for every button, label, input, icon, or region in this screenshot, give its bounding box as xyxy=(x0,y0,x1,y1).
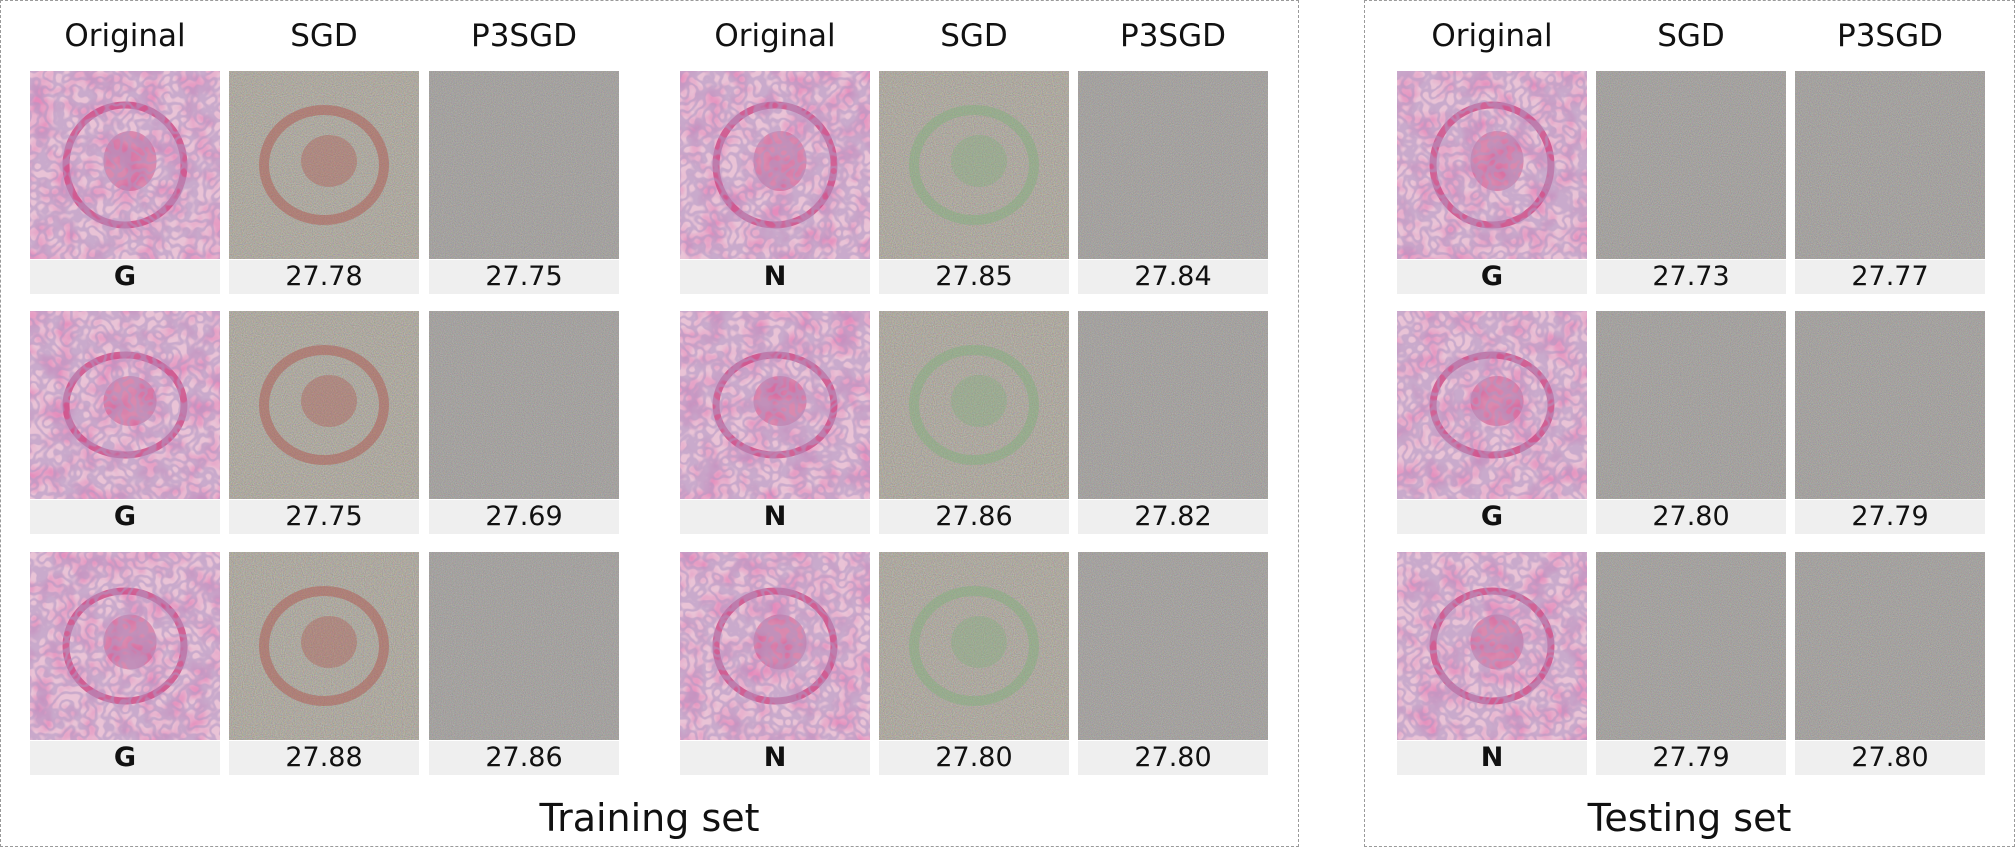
p3sgd-reconstruction-g2r2 xyxy=(1078,311,1268,499)
p3sgd-score: 27.86 xyxy=(429,741,619,775)
sgd-reconstruction-g2r2 xyxy=(879,311,1069,499)
class-label: G xyxy=(30,500,220,534)
sgd-score: 27.88 xyxy=(229,741,419,775)
p3sgd-score: 27.82 xyxy=(1078,500,1268,534)
sgd-reconstruction-g1r2 xyxy=(229,311,419,499)
p3sgd-reconstruction-g3r2 xyxy=(1795,311,1985,499)
original-image-g2r2 xyxy=(680,311,870,499)
sgd-reconstruction-g2r3 xyxy=(879,552,1069,740)
p3sgd-score: 27.80 xyxy=(1795,741,1985,775)
header-p3sgd-group3: P3SGD xyxy=(1837,18,1943,54)
p3sgd-score: 27.80 xyxy=(1078,741,1268,775)
class-label: G xyxy=(1397,500,1587,534)
sgd-score: 27.75 xyxy=(229,500,419,534)
p3sgd-score: 27.79 xyxy=(1795,500,1985,534)
header-original-group1: Original xyxy=(64,18,186,54)
p3sgd-score: 27.77 xyxy=(1795,260,1985,294)
original-image-g3r3 xyxy=(1397,552,1587,740)
header-sgd-group1: SGD xyxy=(290,18,358,54)
sgd-reconstruction-g2r1 xyxy=(879,71,1069,259)
header-original-group2: Original xyxy=(714,18,836,54)
header-p3sgd-group2: P3SGD xyxy=(1120,18,1226,54)
sgd-reconstruction-g3r1 xyxy=(1596,71,1786,259)
original-image-g2r3 xyxy=(680,552,870,740)
sgd-score: 27.80 xyxy=(1596,500,1786,534)
class-label: N xyxy=(1397,741,1587,775)
original-image-g3r1 xyxy=(1397,71,1587,259)
class-label: G xyxy=(1397,260,1587,294)
p3sgd-reconstruction-g1r1 xyxy=(429,71,619,259)
training-set-caption: Training set xyxy=(539,796,760,840)
p3sgd-reconstruction-g2r3 xyxy=(1078,552,1268,740)
sgd-reconstruction-g3r3 xyxy=(1596,552,1786,740)
p3sgd-score: 27.75 xyxy=(429,260,619,294)
header-sgd-group3: SGD xyxy=(1657,18,1725,54)
header-sgd-group2: SGD xyxy=(940,18,1008,54)
class-label: G xyxy=(30,260,220,294)
sgd-score: 27.79 xyxy=(1596,741,1786,775)
original-image-g1r2 xyxy=(30,311,220,499)
sgd-reconstruction-g1r1 xyxy=(229,71,419,259)
training-set-panel xyxy=(0,0,1299,847)
original-image-g3r2 xyxy=(1397,311,1587,499)
testing-set-panel xyxy=(1364,0,2015,847)
testing-set-caption: Testing set xyxy=(1587,796,1792,840)
sgd-reconstruction-g3r2 xyxy=(1596,311,1786,499)
class-label: N xyxy=(680,500,870,534)
p3sgd-reconstruction-g3r3 xyxy=(1795,552,1985,740)
original-image-g1r1 xyxy=(30,71,220,259)
sgd-score: 27.86 xyxy=(879,500,1069,534)
class-label: G xyxy=(30,741,220,775)
original-image-g2r1 xyxy=(680,71,870,259)
header-original-group3: Original xyxy=(1431,18,1553,54)
p3sgd-reconstruction-g1r2 xyxy=(429,311,619,499)
sgd-reconstruction-g1r3 xyxy=(229,552,419,740)
original-image-g1r3 xyxy=(30,552,220,740)
header-p3sgd-group1: P3SGD xyxy=(471,18,577,54)
class-label: N xyxy=(680,260,870,294)
sgd-score: 27.73 xyxy=(1596,260,1786,294)
p3sgd-reconstruction-g2r1 xyxy=(1078,71,1268,259)
p3sgd-score: 27.69 xyxy=(429,500,619,534)
sgd-score: 27.78 xyxy=(229,260,419,294)
class-label: N xyxy=(680,741,870,775)
p3sgd-reconstruction-g1r3 xyxy=(429,552,619,740)
sgd-score: 27.80 xyxy=(879,741,1069,775)
sgd-score: 27.85 xyxy=(879,260,1069,294)
p3sgd-score: 27.84 xyxy=(1078,260,1268,294)
p3sgd-reconstruction-g3r1 xyxy=(1795,71,1985,259)
